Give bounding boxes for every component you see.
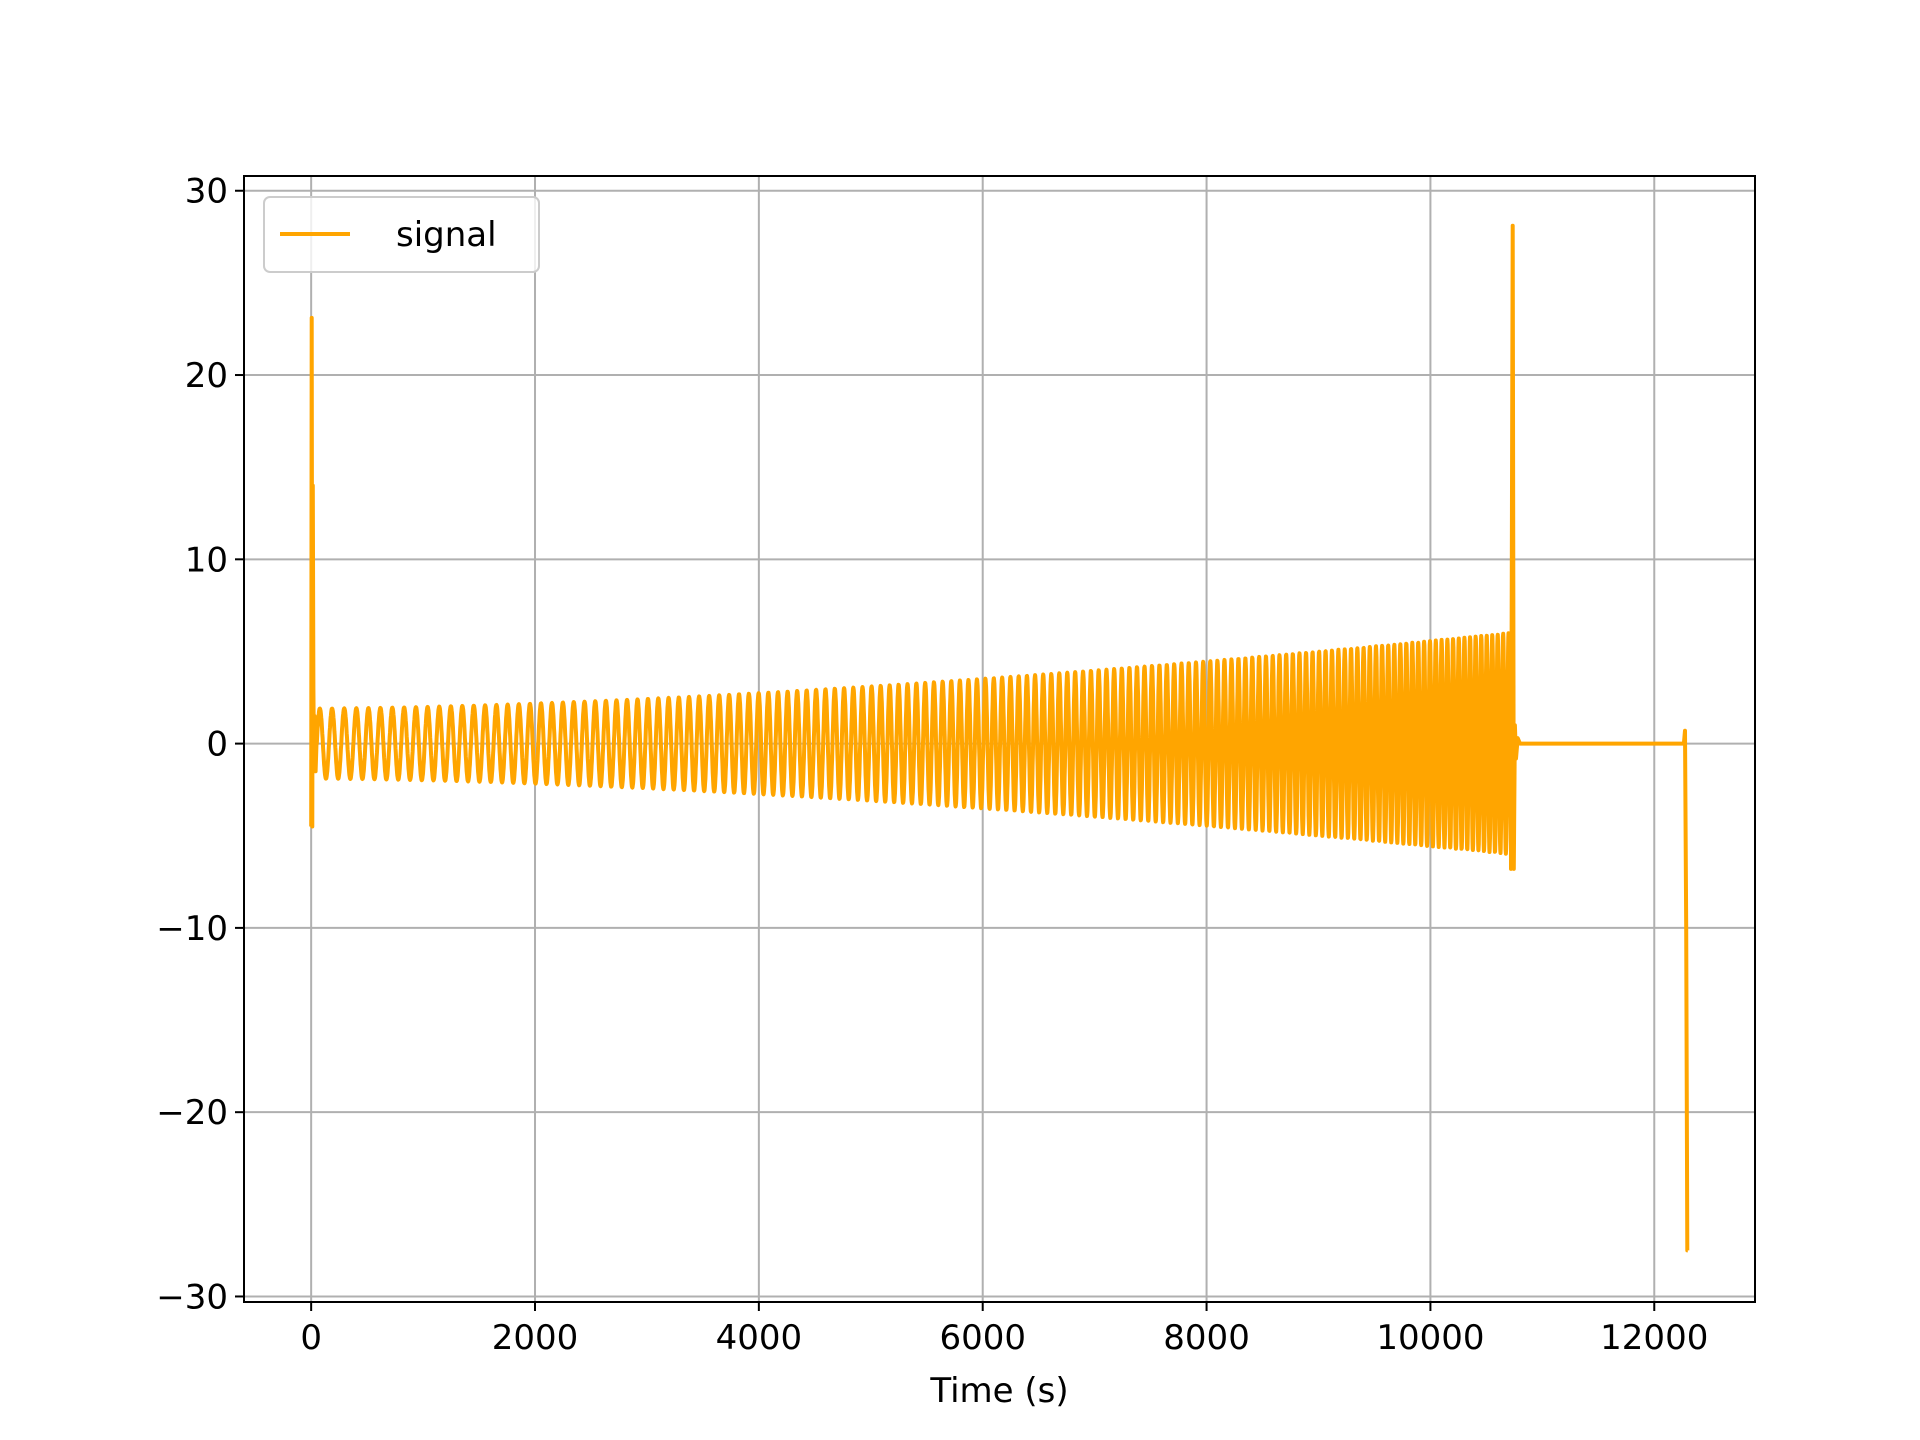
legend: signal <box>263 196 540 273</box>
x-axis-label: Time (s) <box>929 1371 1068 1411</box>
y-tick-label: −30 <box>156 1277 228 1317</box>
series-layer <box>309 223 1690 1253</box>
legend-label-signal: signal <box>396 215 497 255</box>
y-axis-ticks: −30 −20 −10 0 10 20 30 <box>156 172 244 1317</box>
x-tick-label: 8000 <box>1163 1318 1250 1358</box>
y-tick-label: −10 <box>156 909 228 949</box>
x-tick-label: 2000 <box>492 1318 579 1358</box>
x-tick-label: 10000 <box>1376 1318 1484 1358</box>
y-tick-label: 30 <box>185 172 228 212</box>
y-tick-label: 0 <box>206 725 228 765</box>
x-tick-label: 12000 <box>1600 1318 1708 1358</box>
x-axis-ticks: 0 2000 4000 6000 8000 10000 12000 <box>300 1302 1708 1358</box>
y-tick-label: −20 <box>156 1093 228 1133</box>
x-tick-label: 6000 <box>939 1318 1026 1358</box>
axes-frame <box>243 175 1756 1303</box>
x-tick-label: 4000 <box>716 1318 803 1358</box>
y-tick-label: 20 <box>185 356 228 396</box>
series-line-signal <box>309 223 1690 1253</box>
legend-box <box>263 196 540 273</box>
y-tick-label: 10 <box>185 540 228 580</box>
x-tick-label: 0 <box>300 1318 322 1358</box>
